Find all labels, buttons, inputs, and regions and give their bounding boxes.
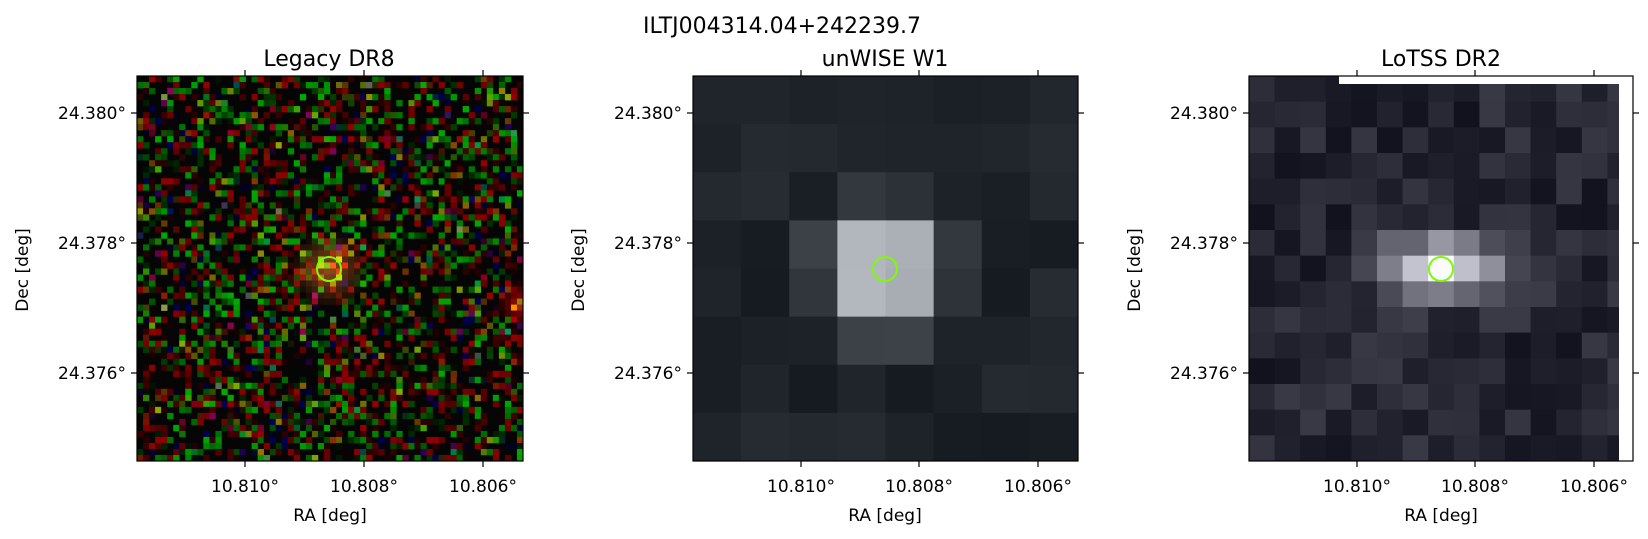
axis-ticks xyxy=(131,70,529,467)
x-tick-label: 10.808° xyxy=(330,477,398,497)
x-tick-label: 10.810° xyxy=(211,477,279,497)
y-axis-label: Dec [deg] xyxy=(13,228,33,312)
x-tick-label: 10.810° xyxy=(767,477,835,497)
y-tick-label: 24.380° xyxy=(614,104,682,124)
panel-image-legacy-dr8 xyxy=(137,76,524,462)
panel-title: LoTSS DR2 xyxy=(1381,47,1501,72)
x-tick-label: 10.806° xyxy=(1560,477,1628,497)
y-axis-label: Dec [deg] xyxy=(1125,228,1145,312)
axis-ticks xyxy=(687,70,1084,467)
x-tick-label: 10.808° xyxy=(885,477,953,497)
y-tick-label: 24.380° xyxy=(1170,104,1238,124)
x-tick-label: 10.806° xyxy=(449,477,517,497)
x-tick-label: 10.810° xyxy=(1323,477,1391,497)
y-tick-label: 24.378° xyxy=(614,234,682,254)
x-tick-label: 10.806° xyxy=(1004,477,1072,497)
y-tick-label: 24.378° xyxy=(58,234,126,254)
panel-title: Legacy DR8 xyxy=(263,47,394,72)
x-axis-label: RA [deg] xyxy=(1404,506,1477,526)
panel-unwise-w1: unWISE W1 10.810° 10.808° 10.806° 24.380… xyxy=(569,47,1084,526)
y-tick-label: 24.376° xyxy=(1170,364,1238,384)
y-axis-label: Dec [deg] xyxy=(569,228,589,312)
axes-frame xyxy=(1248,75,1634,462)
y-tick-label: 24.380° xyxy=(58,104,126,124)
panel-image-unwise-w1 xyxy=(693,76,1079,462)
x-axis-label: RA [deg] xyxy=(848,506,921,526)
panel-title: unWISE W1 xyxy=(822,47,949,72)
axes-frame xyxy=(136,75,524,462)
target-circle-marker xyxy=(1428,256,1454,282)
panel-image-lotss-dr2 xyxy=(1249,76,1634,462)
y-tick-label: 24.378° xyxy=(1170,234,1238,254)
panel-lotss-dr2: LoTSS DR2 10.810° 10.808° 10.806° 24.380… xyxy=(1125,47,1639,526)
axes-frame xyxy=(692,75,1079,462)
x-tick-label: 10.808° xyxy=(1441,477,1509,497)
axis-ticks xyxy=(1243,70,1639,467)
x-axis-label: RA [deg] xyxy=(293,506,366,526)
panel-legacy-dr8: Legacy DR8 10.810° 10.808° 10.806° 24.38… xyxy=(13,47,529,526)
y-tick-label: 24.376° xyxy=(58,364,126,384)
figure-title: ILTJ004314.04+242239.7 xyxy=(643,14,921,39)
target-circle-marker xyxy=(872,256,898,282)
y-tick-label: 24.376° xyxy=(614,364,682,384)
target-circle-marker xyxy=(316,256,342,282)
